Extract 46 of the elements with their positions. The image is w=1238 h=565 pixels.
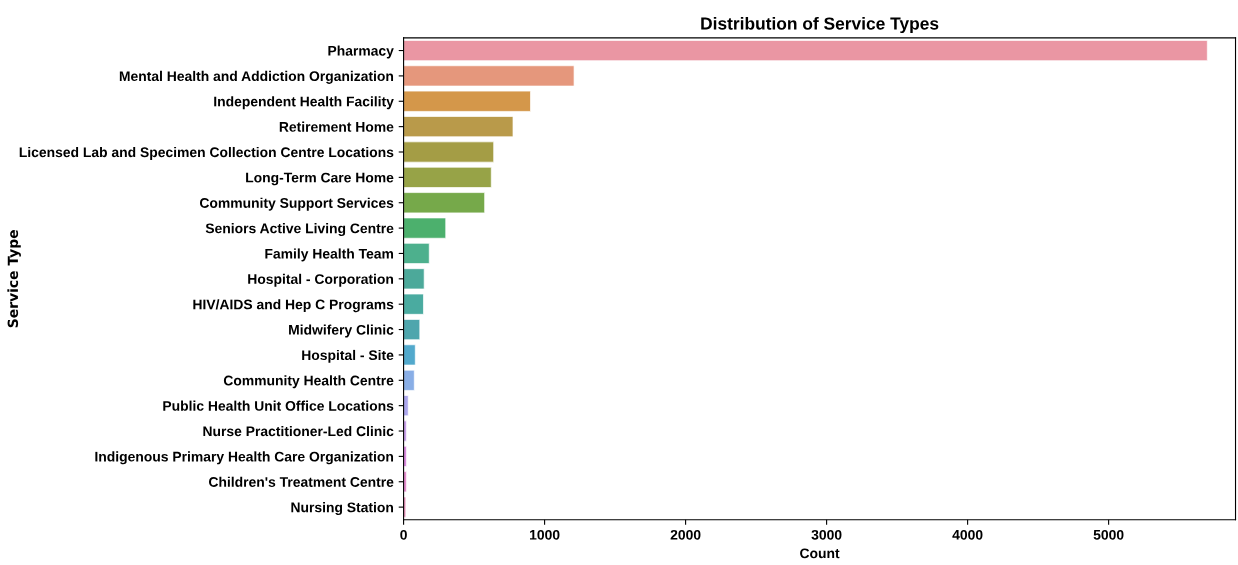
bar (403, 344, 416, 366)
y-tick-label: Retirement Home (279, 121, 394, 132)
x-tick-label: 4000 (952, 529, 983, 540)
bar (403, 445, 407, 467)
y-tick-label: HIV/AIDS and Hep C Programs (193, 299, 394, 313)
bar (403, 369, 415, 391)
bar (403, 217, 447, 239)
bar (403, 319, 421, 341)
y-tick-label: Community Health Centre (223, 375, 394, 389)
bar (403, 293, 424, 315)
y-tick-label: Seniors Active Living Centre (205, 223, 394, 237)
y-tick-label: Nursing Station (291, 502, 394, 516)
y-axis-title: Service Type (7, 230, 21, 328)
y-tick-label: Long-Term Care Home (246, 172, 394, 186)
bar (403, 395, 409, 417)
x-tick-label: 3000 (811, 529, 842, 540)
y-tick-label: Pharmacy (328, 45, 394, 59)
x-axis-title: Count (800, 548, 840, 559)
bar (403, 40, 1208, 62)
chart-title: Distribution of Service Types (701, 16, 939, 34)
bar (403, 242, 430, 264)
x-tick-label: 2000 (670, 529, 701, 540)
bar (403, 192, 486, 214)
y-tick-label: Midwifery Clinic (289, 324, 394, 338)
bar (403, 420, 407, 442)
bar (403, 471, 407, 493)
y-tick-label: Mental Health and Addiction Organization (119, 70, 394, 84)
y-tick-label: Independent Health Facility (214, 96, 394, 110)
y-tick-label: Indigenous Primary Health Care Organization (95, 451, 394, 465)
y-tick-label: Community Support Services (199, 197, 394, 211)
x-tick-label: 1000 (530, 529, 560, 540)
bar (403, 90, 531, 112)
y-tick-label: Family Health Team (265, 248, 394, 262)
x-tick-label: 5000 (1093, 529, 1124, 540)
y-tick-label: Public Health Unit Office Locations (163, 400, 394, 411)
y-tick-label: Nurse Practitioner-Led Clinic (203, 425, 394, 437)
bar (403, 141, 495, 163)
y-tick-label: Hospital - Corporation (248, 273, 394, 287)
y-tick-label: Licensed Lab and Specimen Collection Centre Locations (19, 146, 394, 160)
bar (403, 268, 425, 290)
bar (403, 116, 514, 138)
bar (403, 166, 492, 188)
y-tick-label: Hospital - Site (302, 349, 394, 363)
x-tick-label: 0 (400, 529, 407, 540)
y-tick-label: Children's Treatment Centre (209, 476, 394, 487)
bar (403, 65, 575, 87)
